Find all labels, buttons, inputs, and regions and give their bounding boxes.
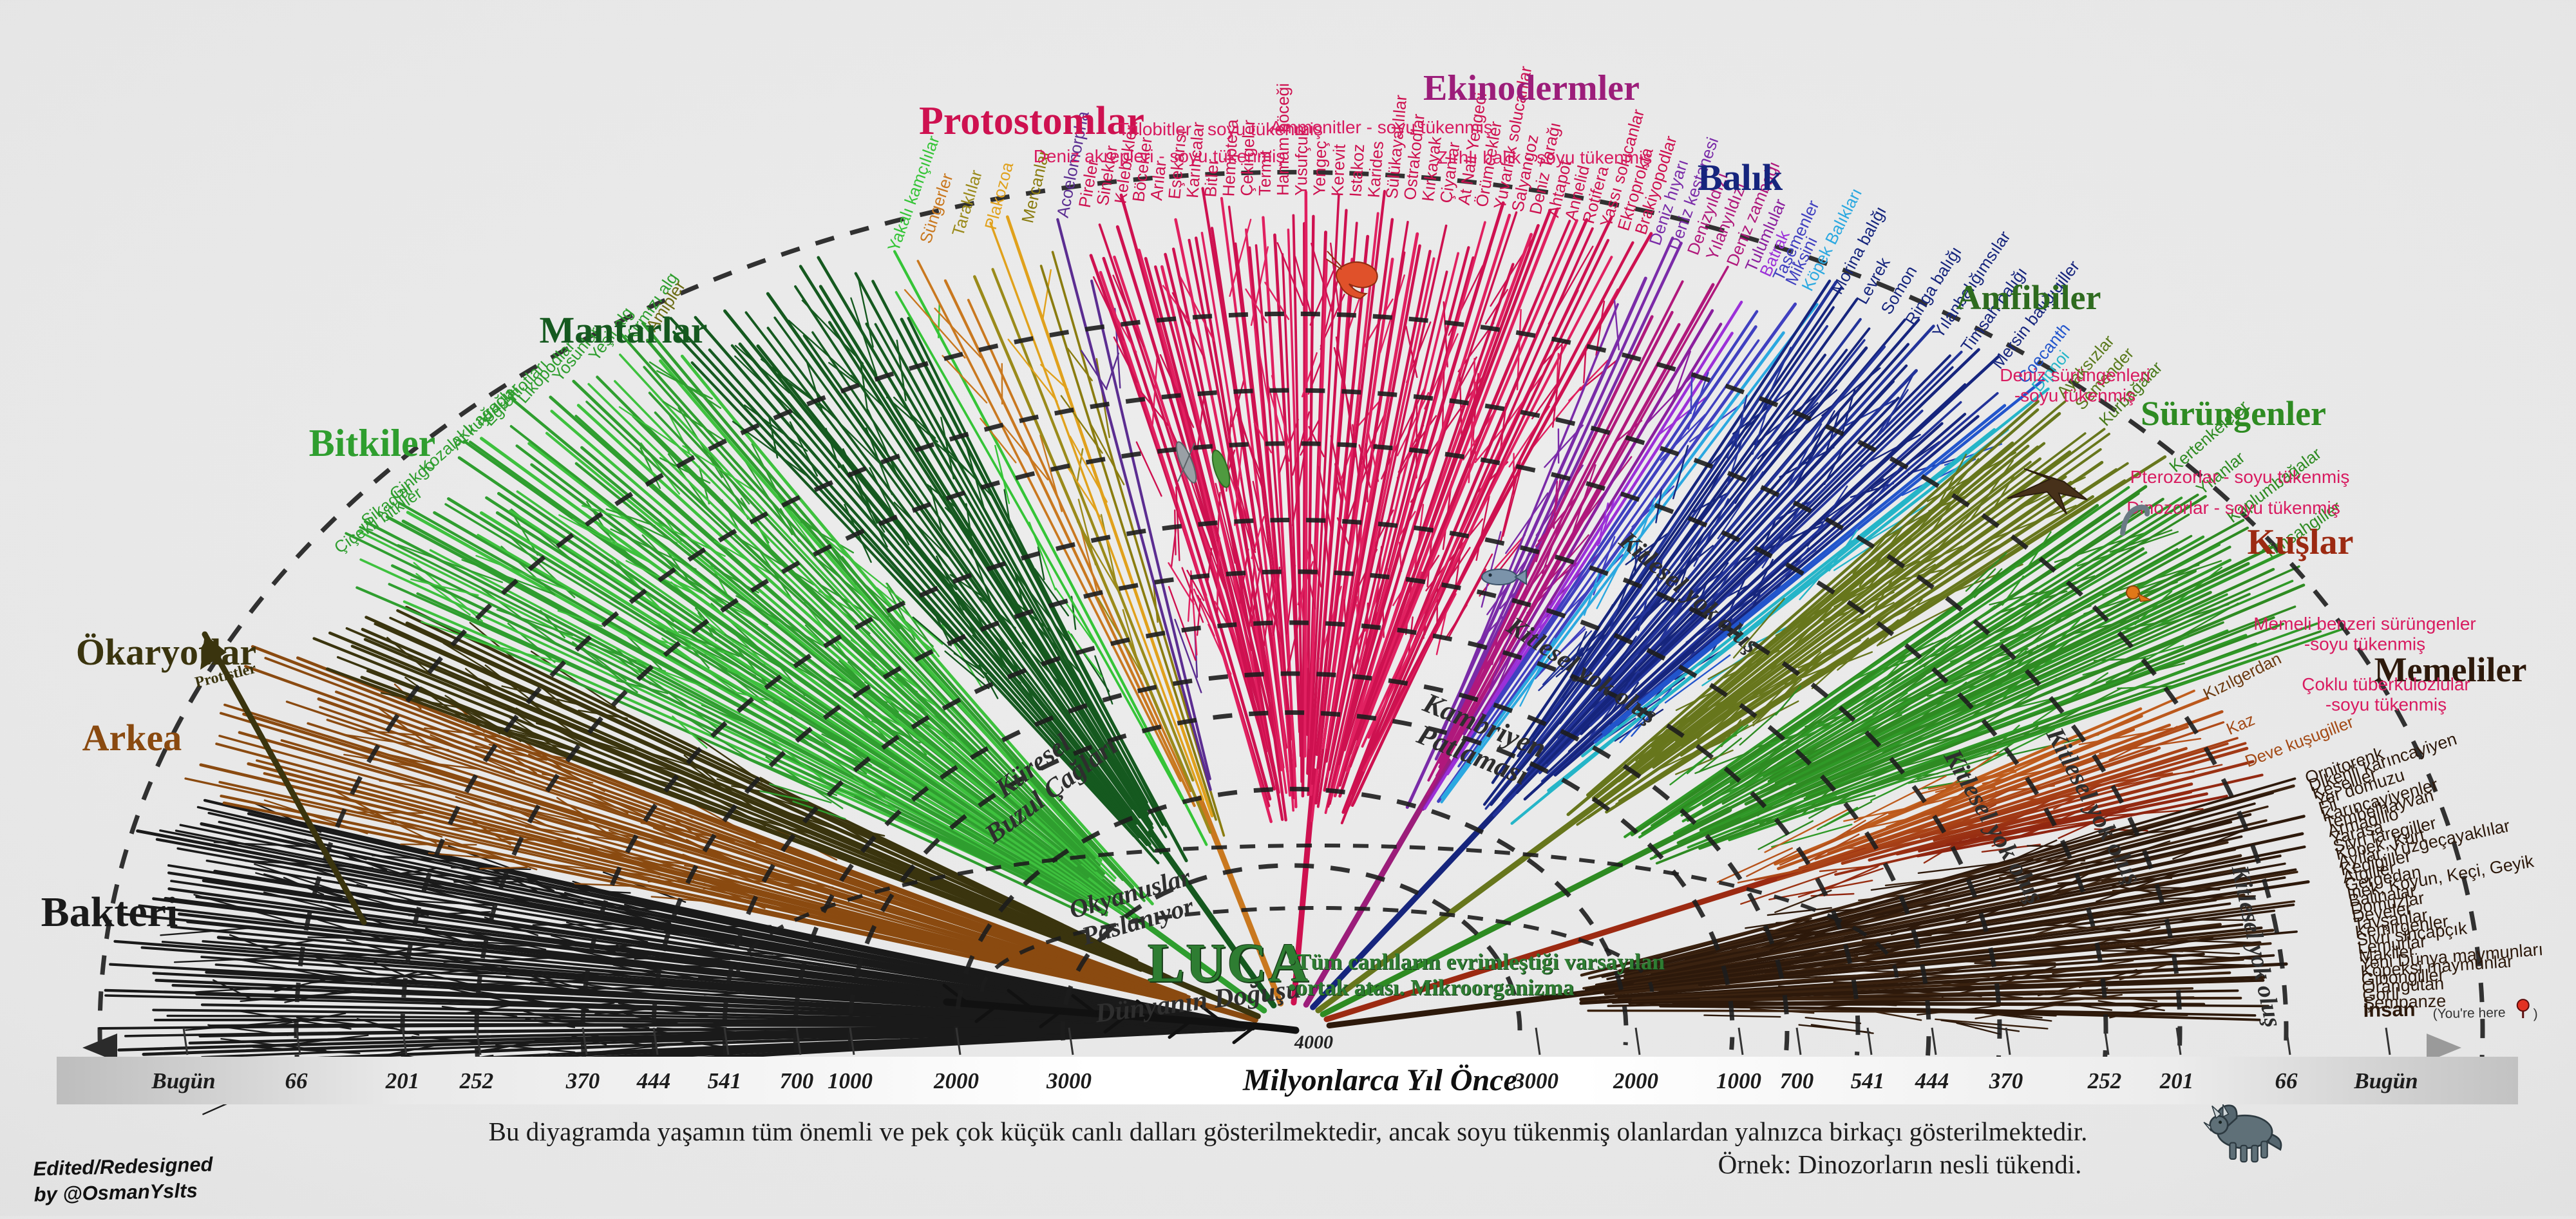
group-title-reptiles: Sürüngenler [2141,394,2326,433]
timeline-tick: 201 [386,1068,420,1094]
tip-label-protostomes: Yengeç [1309,140,1330,196]
timeline-tick: Bugün [2354,1068,2418,1094]
timeline-4000-label: 4000 [1294,1032,1333,1054]
footer-example: Örnek: Dinozorların nesli tükendi. [1578,1149,2222,1180]
group-title-birds: Kuşlar [2248,522,2354,562]
timeline-tick: 252 [460,1068,494,1094]
branch-twig [943,355,987,402]
branch-ray [1305,192,1306,756]
timeline-tick: 1000 [828,1068,873,1094]
extinct-note-coklu: Çoklu tüberkülozlular-soyu tükenmiş [2302,674,2470,714]
branch-twig [1704,1016,1780,1017]
extinct-note-akrep: Deniz akrepleri - soyu tükenmiş [1034,146,1285,166]
group-title-eukaryotes: Ökaryotlar [76,631,256,673]
tip-label-birds: Kaz [2223,710,2257,739]
timeline-tick: 201 [2160,1068,2194,1094]
group-title-archaea: Arkea [82,717,182,759]
branch-twig [938,303,940,338]
branch-twig [379,708,426,742]
group-title-echinoderms: Ekinodermler [1423,68,1640,108]
timeline-tick: 2000 [934,1068,979,1094]
branch-twig [1691,377,1692,413]
timeline-tick: 700 [780,1068,814,1094]
branch-twig [1449,569,1486,637]
credit-line2: by @OsmanYslts [33,1177,214,1207]
group-title-protostomes: Protostomlar [919,99,1144,143]
group-title-bacteria: Bakteri [41,889,178,936]
branch-twig [1909,906,1949,907]
footer-note: Bu diyagramda yaşamın tüm önemli ve pek … [0,1116,2576,1147]
timeline-tick: 444 [1915,1068,1949,1094]
branch-twig [1070,437,1107,502]
credit-note: Edited/Redesigned by @OsmanYslts [33,1151,214,1207]
timeline-tick: 370 [1989,1068,2023,1094]
timeline-axis-title: Milyonlarca Yıl Önce [1243,1063,1501,1098]
luca-label: LUCA [1148,935,1310,990]
branch-ray [1701,998,2241,999]
group-title-plants: Bitkiler [309,422,436,464]
luca-desc-line1: •Tüm canlıların evrimleştiği varsayılan [1288,949,1665,975]
timeline-tick: 3000 [1513,1068,1558,1094]
extinct-note-denizsur: Deniz sürüngenleri-soyu tükenmiş [2000,365,2150,405]
timeline-tick: 1000 [1716,1068,1761,1094]
branch-twig [1806,1017,1861,1023]
youre-here-close: ) [2533,1006,2537,1021]
timeline-tick: Bugün [151,1068,215,1094]
timeline-tick: 541 [1851,1068,1885,1094]
tip-label-birds: Kızılgerdan [2200,648,2284,704]
extinct-note-dino: Dinozorlar - soyu tükenmiş [2126,498,2340,518]
branch-twig [1176,487,1179,561]
tip-label-mammals: İnsan [2363,998,2416,1021]
branch-twig [353,812,423,813]
timeline-tick: 700 [1780,1068,1814,1094]
timeline-tick: 252 [2088,1068,2122,1094]
group-title-fish: Balık [1698,156,1783,198]
tip-label-protostomes: Hamam böceği [1273,83,1293,196]
extinct-note-ptero: Pterozorlar - soyu tükenmiş [2130,467,2350,487]
youre-here-label: (You're here [2432,1005,2505,1021]
timeline-tick: 3000 [1046,1068,1092,1094]
timeline-tick: 66 [285,1068,308,1094]
timeline-tick: 2000 [1613,1068,1658,1094]
group-title-fungi: Mantarlar [540,309,708,351]
youre-here-pin-icon [2517,999,2529,1018]
extinct-note-ammonit: Ammonitler - soyu tükenmiş [1270,117,1492,137]
luca-desc-line2: •ortak atası. Mikroorganizma [1288,975,1574,1001]
extinct-note-zirhli: Zırhlı balık - soyu tükenmiş [1437,147,1653,167]
branch-twig [500,839,564,840]
timeline-tick: 541 [708,1068,742,1094]
timeline-tick: 444 [637,1068,671,1094]
timeline-tick: 370 [566,1068,600,1094]
timeline-tick: 66 [2275,1068,2298,1094]
tip-label-basal: Plakozoa [981,160,1018,232]
group-title-amphibians: Amfibiler [1956,278,2101,317]
